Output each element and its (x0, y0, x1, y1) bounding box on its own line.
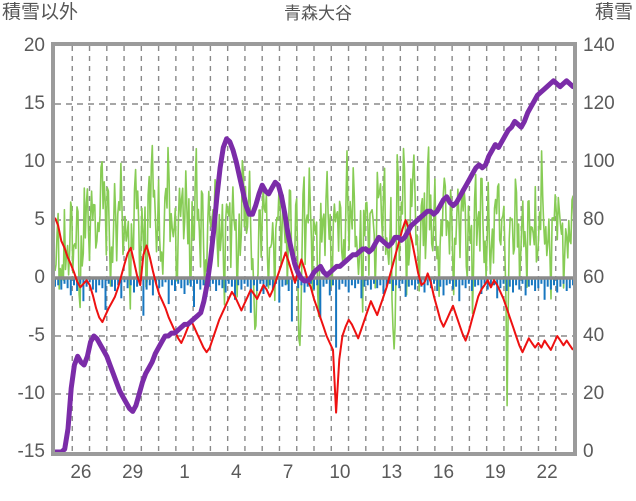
y-axis-tick-left: -10 (17, 383, 45, 404)
y-axis-tick-left: 15 (23, 93, 45, 114)
y-axis-tick-right: 100 (583, 151, 615, 172)
y-axis-tick-right: 60 (583, 267, 605, 288)
y-axis-tick-right: 140 (583, 35, 615, 56)
chart-title: 青森大谷 (284, 4, 352, 23)
y-axis-tick-left: 5 (34, 209, 45, 230)
y-axis-tick-right: 20 (583, 383, 605, 404)
x-axis-tick: 13 (381, 462, 403, 483)
y-axis-tick-left: 10 (23, 151, 45, 172)
chart-canvas (55, 46, 573, 452)
y-axis-tick-left: -15 (17, 441, 45, 462)
x-axis-tick: 26 (70, 462, 92, 483)
x-axis-tick: 1 (179, 462, 190, 483)
y-axis-tick-left: 0 (34, 267, 45, 288)
y-axis-tick-left: -5 (28, 325, 45, 346)
right-axis-ticks: 140 120 100 80 60 40 20 0 (583, 0, 636, 501)
y-axis-tick-left: 20 (23, 35, 45, 56)
y-axis-tick-right: 40 (583, 325, 605, 346)
x-axis-tick: 16 (432, 462, 455, 483)
y-axis-tick-right: 0 (583, 441, 594, 462)
x-axis-tick: 19 (484, 462, 506, 483)
x-axis-tick: 22 (536, 462, 558, 483)
x-axis-tick: 7 (282, 462, 294, 483)
left-axis-ticks: 20 15 10 5 0 -5 -10 -15 (0, 0, 45, 501)
x-axis-tick: 10 (329, 462, 351, 483)
left-axis-title: 積雪以外 (2, 2, 79, 23)
right-axis-title: 積雪 (594, 2, 633, 23)
plot-frame (51, 42, 577, 456)
y-axis-tick-right: 80 (583, 209, 605, 230)
plot-area (55, 46, 573, 452)
x-axis-tick: 4 (231, 462, 242, 483)
x-axis-tick: 29 (122, 462, 144, 483)
y-axis-tick-right: 120 (583, 93, 615, 114)
